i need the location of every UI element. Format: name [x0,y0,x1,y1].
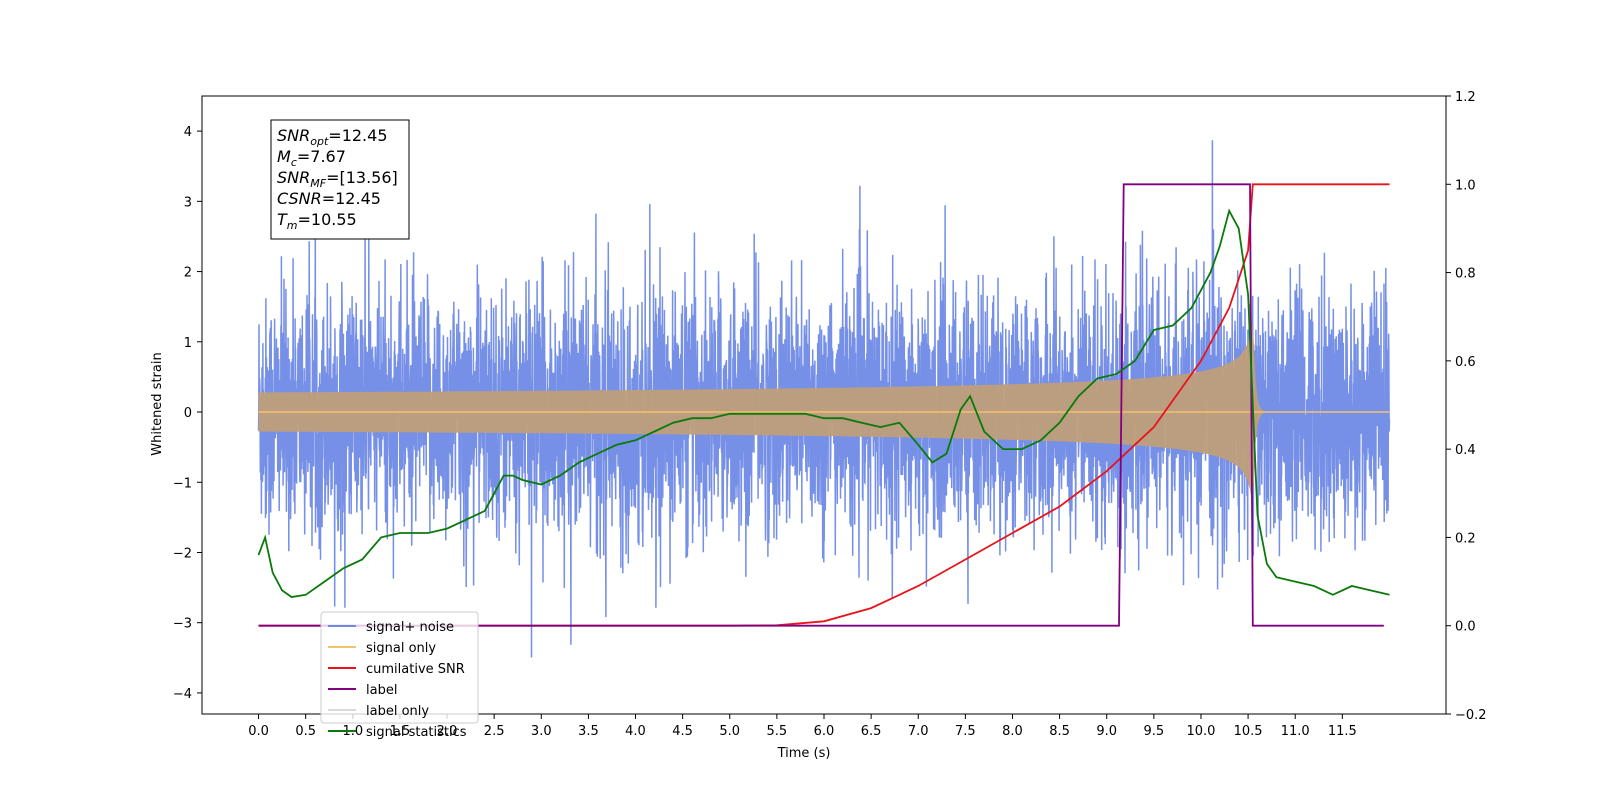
x-tick-label: 2.0 [437,724,458,739]
annotation-box: SNRopt=12.45Mc=7.67SNRMF=[13.56]CSNR=12.… [270,119,410,240]
legend-label: signal statistics [366,725,467,740]
legend-label: signal only [366,641,436,656]
x-tick-label: 6.5 [861,724,882,739]
x-tick-label: 1.5 [390,724,411,739]
series-cumulative-snr [258,183,1390,627]
x-tick-label: 7.0 [908,724,929,739]
y-tick-label: −4 [173,687,192,702]
annotation-line: Mc=7.67 [277,147,346,169]
x-tick-label: 5.0 [719,724,740,739]
y2-tick-label: 1.2 [1455,90,1476,105]
y-axis-ticks: 4 3 2 1 0 −1 −2 −3 −4 [173,125,202,702]
y-tick-label: −3 [173,617,192,632]
x-tick-label: 0.0 [248,724,269,739]
y-tick-label: 1 [184,336,192,351]
x-tick-label: 10.5 [1234,724,1263,739]
y-tick-label: 2 [184,266,192,281]
x-tick-label: 7.5 [955,724,976,739]
legend: signal+ noise signal only cumilative SNR la… [320,611,479,740]
y2-tick-label: −0.2 [1455,708,1487,723]
series-signal-noise [257,140,1391,658]
y-tick-label: 4 [184,125,192,140]
x-tick-label: 0.5 [295,724,316,739]
y2-axis-ticks: 1.2 1.0 0.8 0.6 0.4 0.2 0.0 −0.2 [1446,90,1487,723]
x-tick-label: 3.5 [578,724,599,739]
y2-tick-label: 0.8 [1455,267,1476,282]
x-tick-label: 11.0 [1281,724,1310,739]
y-tick-label: −1 [173,476,192,491]
legend-label: cumilative SNR [366,662,465,677]
y2-tick-label: 0.0 [1455,620,1476,635]
series-label [258,183,1384,627]
legend-frame [320,611,479,724]
x-tick-label: 10.0 [1186,724,1215,739]
x-axis-label: Time (s) [777,746,831,761]
legend-label: label [366,683,397,698]
legend-label: label only [366,704,429,719]
x-tick-label: 2.5 [484,724,505,739]
y-tick-label: 3 [184,195,192,210]
y2-tick-label: 0.6 [1455,355,1476,370]
x-tick-label: 5.5 [767,724,788,739]
x-tick-label: 4.0 [625,724,646,739]
annotation-line: CSNR=12.45 [277,189,381,208]
y2-tick-label: 0.2 [1455,531,1476,546]
y2-tick-label: 1.0 [1455,178,1476,193]
y-tick-label: −2 [173,546,192,561]
x-tick-label: 6.0 [814,724,835,739]
x-tick-label: 9.0 [1096,724,1117,739]
x-tick-label: 11.5 [1328,724,1357,739]
y2-tick-label: 0.4 [1455,443,1476,458]
x-tick-label: 3.0 [531,724,552,739]
annotation-line: SNRMF=[13.56] [277,168,398,190]
annotation-line: SNRopt=12.45 [277,126,388,148]
y-tick-label: 0 [184,406,192,421]
y-axis-label: Whitened strain [150,352,165,455]
annotation-frame [270,119,410,240]
x-tick-label: 8.5 [1049,724,1070,739]
plot-area [201,95,1447,715]
x-tick-label: 4.5 [672,724,693,739]
annotation-line: Tm=10.55 [277,210,357,232]
series-signal-statistics [257,208,1390,598]
x-tick-label: 8.0 [1002,724,1023,739]
x-axis-ticks: 0.0 0.5 1.0 1.5 2.0 2.5 3.0 3.5 4.0 4.5 5.0 5.5 6.0 6… [248,714,1357,739]
legend-label: signal+ noise [366,620,454,635]
x-tick-label: 9.5 [1144,724,1165,739]
